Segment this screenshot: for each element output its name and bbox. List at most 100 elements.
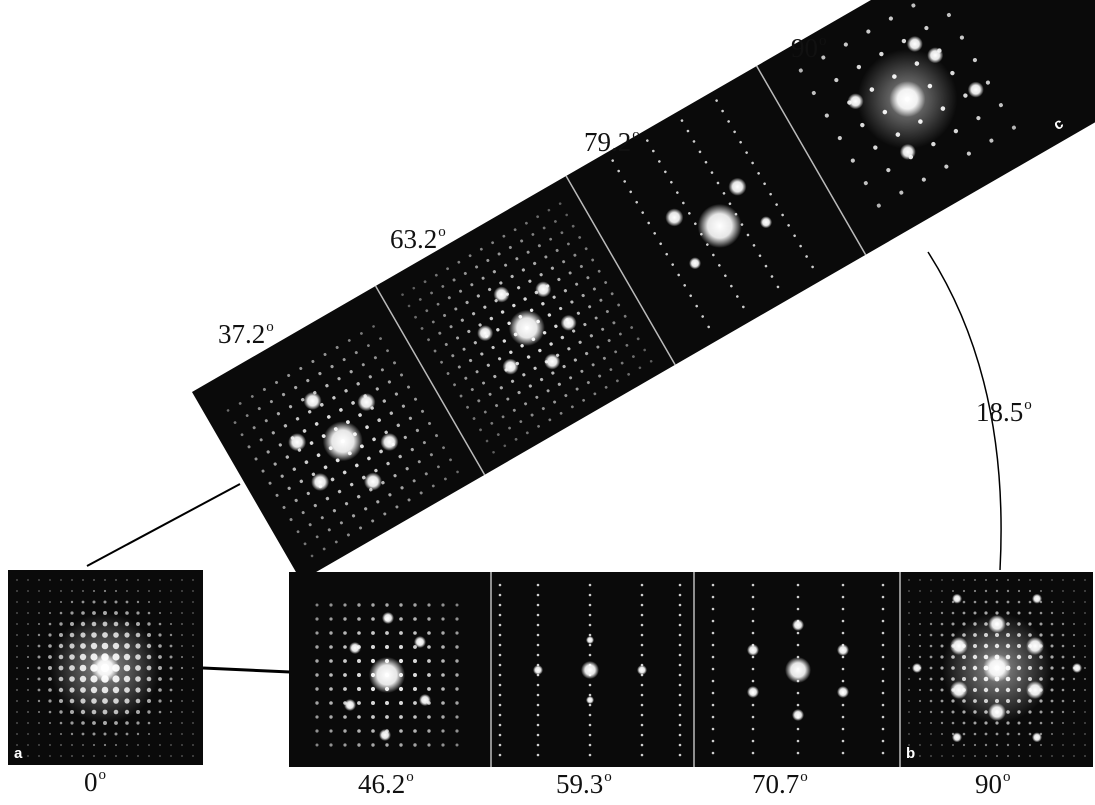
diffraction-spot [473,341,477,345]
diffraction-spot [112,686,120,694]
diffraction-spot [510,274,514,279]
diffraction-spot [586,381,590,385]
diffraction-spot [567,347,571,351]
diffraction-spot [637,665,647,675]
diffraction-spot [339,521,343,525]
diffraction-spot [438,331,442,335]
diffraction-spot [671,263,674,266]
diffraction-spot [192,601,194,603]
diffraction-spot [805,255,808,258]
diffraction-spot [678,673,682,677]
diffraction-spot [512,303,516,308]
diffraction-spot [821,55,826,60]
diffraction-spot [278,443,282,447]
diffraction-spot [320,516,324,520]
diffraction-spot [583,322,587,327]
diffraction-spot [112,642,120,650]
diffraction-spot [930,744,932,746]
diffraction-spot [464,376,468,380]
diffraction-spot [400,486,404,490]
diffraction-spot [1017,611,1021,615]
diffraction-spot [919,601,921,603]
diffraction-spot [496,433,500,436]
diffraction-spot [508,309,545,346]
diffraction-spot [1039,633,1043,637]
diffraction-spot [114,600,118,604]
diffraction-spot [596,345,600,349]
diffraction-spot [330,477,335,482]
diffraction-spot [569,376,573,380]
diffraction-spot [678,653,682,657]
diffraction-spot [37,699,41,703]
diffraction-spot [27,722,29,724]
diffraction-spot [354,463,359,468]
diffraction-spot [811,91,816,96]
diffraction-spot [113,709,119,715]
diffraction-spot [796,751,800,755]
diffraction-spot [751,631,755,635]
diffraction-spot [1050,688,1054,692]
diffraction-spot [430,291,433,295]
angle-label-90-top: 90o [791,33,827,63]
diffraction-spot [495,404,499,408]
diffraction-spot [837,135,842,141]
diffraction-spot [407,304,411,308]
diffraction-spot [16,755,18,757]
diffraction-spot [325,383,329,388]
diffraction-spot [1061,633,1065,637]
diffraction-spot [427,645,431,649]
diffraction-spot [70,622,74,626]
diffraction-spot [431,320,435,324]
diffraction-spot [1017,633,1021,637]
diffraction-spot [1051,579,1053,581]
diffraction-spot [90,686,98,694]
diffraction-spot [536,653,540,657]
diffraction-spot [711,679,715,683]
diffraction-spot [689,294,692,298]
diffraction-spot [455,659,459,663]
diffraction-spot [881,703,885,707]
panel-tilt-79 [611,99,814,329]
diffraction-spot [711,751,715,755]
diffraction-spot [70,721,74,725]
diffraction-spot [38,601,40,603]
diffraction-spot [531,233,535,236]
diffraction-spot [952,744,954,746]
diffraction-spot [26,666,30,670]
diffraction-spot [841,619,845,623]
diffraction-spot [27,612,29,614]
diffraction-spot [115,590,117,592]
diffraction-spot [1017,622,1021,626]
diffraction-spot [382,612,394,624]
diffraction-spot [941,733,943,735]
diffraction-spot [343,743,347,747]
diffraction-spot [873,145,878,150]
diffraction-spot [692,140,696,143]
diffraction-spot [27,733,29,735]
diffraction-spot [689,257,702,270]
diffraction-spot [918,644,922,648]
diffraction-spot [444,477,447,481]
diffraction-spot [1007,579,1009,581]
diffraction-spot [71,590,73,592]
diffraction-spot [114,732,118,736]
diffraction-spot [678,613,682,617]
diffraction-spot [837,644,849,656]
diffraction-spot [441,631,445,635]
diffraction-spot [951,655,955,659]
diffraction-spot [367,344,370,347]
diffraction-spot [81,732,85,736]
panel-tilt-90-c [798,3,1016,208]
diffraction-spot [751,161,754,165]
diffraction-spot [604,281,608,284]
diffraction-spot [81,611,85,615]
diffraction-spot [181,645,183,647]
diffraction-spot [1051,755,1053,757]
diffraction-spot [322,547,326,551]
diffraction-spot [983,643,989,649]
diffraction-spot [124,698,130,704]
diffraction-spot [609,368,613,371]
diffraction-spot [181,579,183,581]
diffraction-spot [951,699,955,703]
diffraction-spot [984,600,988,604]
